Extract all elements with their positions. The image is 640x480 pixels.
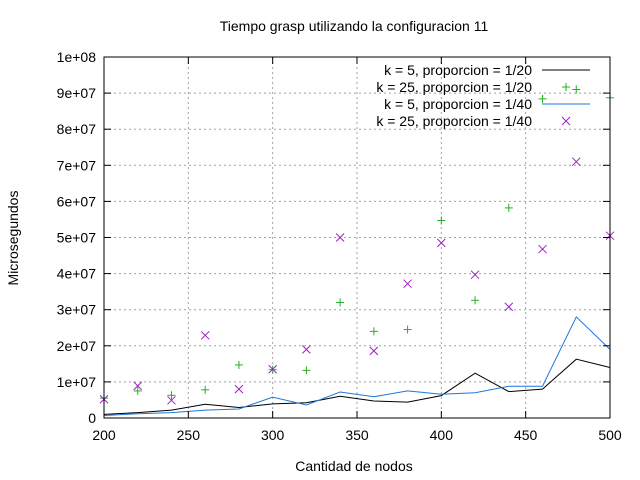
- y-tick-label: 6e+07: [57, 193, 97, 209]
- data-point: [470, 270, 480, 280]
- legend-label: k = 5, proporcion = 1/40: [384, 96, 532, 112]
- plot-area: [99, 85, 615, 416]
- y-tick-label: 7e+07: [57, 157, 97, 173]
- y-axis-label: Microsegundos: [5, 191, 21, 286]
- legend-swatch: [562, 83, 570, 91]
- legend-swatch: [561, 116, 571, 126]
- x-axis-label: Cantidad de nodos: [295, 458, 413, 474]
- data-point: [234, 360, 243, 369]
- data-point: [268, 364, 278, 374]
- y-tick-label: 1e+08: [57, 49, 97, 65]
- x-tick-label: 350: [345, 427, 369, 443]
- data-point: [571, 157, 581, 167]
- data-point: [167, 391, 176, 400]
- series-1: [103, 358, 611, 415]
- data-point: [369, 327, 378, 336]
- data-point: [403, 279, 412, 289]
- data-point: [335, 233, 345, 242]
- x-tick-label: 450: [514, 427, 538, 443]
- series-line: [103, 316, 611, 416]
- data-point: [369, 346, 379, 356]
- legend: k = 5, proporcion = 1/20k = 25, proporci…: [376, 62, 590, 129]
- x-tick-label: 500: [598, 427, 622, 443]
- x-tick-label: 200: [92, 427, 116, 443]
- data-point: [572, 85, 581, 94]
- y-tick-label: 3e+07: [57, 302, 97, 318]
- y-tick-label: 0: [88, 410, 96, 426]
- data-point: [201, 385, 210, 394]
- grid: [104, 57, 610, 418]
- legend-label: k = 5, proporcion = 1/20: [384, 62, 532, 78]
- chart-title: Tiempo grasp utilizando la configuracion…: [220, 18, 489, 34]
- x-tick-label: 250: [177, 427, 201, 443]
- series-2: [100, 85, 614, 403]
- data-point: [471, 296, 480, 305]
- data-point: [133, 386, 142, 395]
- data-point: [133, 381, 143, 391]
- data-point: [538, 94, 547, 103]
- y-tick-label: 1e+07: [57, 374, 97, 390]
- data-point: [336, 298, 345, 307]
- y-tick-label: 2e+07: [57, 338, 97, 354]
- data-point: [302, 345, 311, 354]
- data-point: [234, 384, 244, 394]
- series-line: [103, 358, 611, 415]
- y-tick-label: 5e+07: [57, 230, 97, 246]
- y-tick-label: 8e+07: [57, 121, 97, 137]
- data-point: [167, 395, 176, 405]
- data-point: [504, 203, 513, 212]
- y-tick-label: 4e+07: [57, 266, 97, 282]
- data-point: [437, 216, 446, 225]
- x-tick-label: 400: [430, 427, 454, 443]
- legend-label: k = 25, proporcion = 1/40: [376, 113, 532, 129]
- y-tick-label: 9e+07: [57, 85, 97, 101]
- series-3: [103, 316, 611, 416]
- data-point: [200, 330, 210, 340]
- data-point: [436, 238, 446, 248]
- legend-label: k = 25, proporcion = 1/20: [376, 79, 532, 95]
- data-point: [504, 302, 514, 312]
- data-point: [302, 366, 311, 375]
- axes: 0 1e+07 2e+07 3e+07 4e+07 5e+07 6e+07 7e+07 8e+0…: [57, 49, 622, 443]
- data-point: [403, 325, 412, 334]
- data-point: [538, 244, 547, 254]
- x-tick-label: 300: [261, 427, 285, 443]
